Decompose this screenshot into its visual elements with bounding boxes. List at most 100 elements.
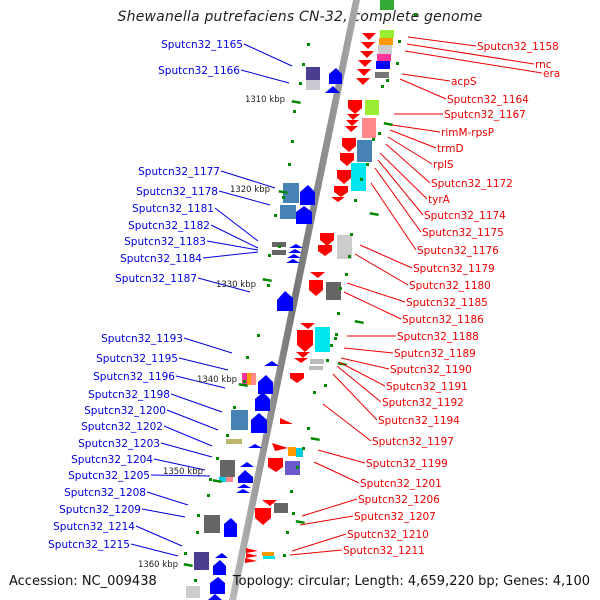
- gene-label-forward[interactable]: Sputcn32_1165: [161, 39, 243, 51]
- tick-dot: [282, 196, 285, 199]
- gene-label-reverse[interactable]: Sputcn32_1172: [431, 178, 513, 190]
- leader-line: [389, 129, 437, 149]
- gene-label-reverse[interactable]: Sputcn32_1211: [343, 545, 425, 557]
- gene-label-forward[interactable]: Sputcn32_1184: [120, 253, 202, 265]
- gene-label-reverse[interactable]: Sputcn32_1192: [382, 397, 464, 409]
- tick-dot: [216, 457, 219, 460]
- leader-line: [146, 491, 189, 506]
- tick-dash: [354, 320, 364, 325]
- reverse-gene-arrow: [246, 553, 258, 558]
- cog-box: [242, 373, 247, 385]
- gene-label-reverse[interactable]: Sputcn32_1158: [477, 41, 559, 53]
- gene-label-forward[interactable]: Sputcn32_1198: [88, 389, 170, 401]
- reverse-gene-arrow: [348, 100, 362, 114]
- gene-label-forward[interactable]: Sputcn32_1196: [93, 371, 175, 383]
- leader-line: [243, 43, 293, 67]
- gene-label-reverse[interactable]: Sputcn32_1190: [390, 364, 472, 376]
- gene-label-reverse[interactable]: Sputcn32_1189: [394, 348, 476, 360]
- gene-label-reverse[interactable]: Sputcn32_1197: [372, 436, 454, 448]
- gene-label-forward[interactable]: Sputcn32_1200: [84, 405, 166, 417]
- gene-label-reverse[interactable]: Sputcn32_1186: [402, 314, 484, 326]
- leader-line: [150, 474, 211, 477]
- gene-label-reverse[interactable]: acpS: [451, 76, 477, 88]
- scale-tick-label: 1360 kbp: [138, 560, 178, 570]
- gene-label-reverse[interactable]: rimM-rpsP: [441, 127, 494, 139]
- gene-label-forward[interactable]: Sputcn32_1182: [128, 220, 210, 232]
- forward-gene-arrow: [277, 291, 293, 311]
- gene-label-forward[interactable]: Sputcn32_1204: [71, 454, 153, 466]
- leader-line: [214, 207, 259, 242]
- gene-label-reverse[interactable]: rplS: [433, 159, 454, 171]
- gene-label-reverse[interactable]: Sputcn32_1164: [447, 94, 529, 106]
- gene-label-reverse[interactable]: Sputcn32_1201: [360, 478, 442, 490]
- gene-label-reverse[interactable]: Sputcn32_1199: [366, 458, 448, 470]
- tick-dash: [383, 122, 393, 127]
- forward-gene-arrow: [215, 553, 228, 558]
- gene-label-reverse[interactable]: rnc: [535, 59, 552, 71]
- reverse-gene-arrow: [296, 352, 310, 358]
- cog-box: [337, 235, 352, 259]
- tick-dash: [369, 212, 379, 217]
- gene-label-reverse[interactable]: Sputcn32_1176: [417, 245, 499, 257]
- cog-box: [380, 30, 394, 38]
- gene-label-forward[interactable]: Sputcn32_1208: [64, 487, 146, 499]
- gene-label-reverse[interactable]: Sputcn32_1185: [406, 297, 488, 309]
- scale-tick-label: 1350 kbp: [163, 467, 203, 477]
- leader-line: [374, 167, 422, 233]
- cog-box: [296, 448, 303, 457]
- reverse-gene-arrow: [356, 78, 370, 85]
- gene-label-reverse[interactable]: Sputcn32_1167: [444, 109, 526, 121]
- gene-label-reverse[interactable]: era: [543, 68, 560, 80]
- gene-label-forward[interactable]: Sputcn32_1202: [81, 421, 163, 433]
- gene-label-reverse[interactable]: Sputcn32_1180: [409, 280, 491, 292]
- gene-label-forward[interactable]: Sputcn32_1203: [78, 438, 160, 450]
- gene-label-reverse[interactable]: Sputcn32_1206: [358, 494, 440, 506]
- gene-label-reverse[interactable]: Sputcn32_1207: [354, 511, 436, 523]
- tick-dot: [268, 254, 271, 257]
- reverse-gene-arrow: [309, 280, 323, 296]
- tick-dot: [274, 214, 277, 217]
- gene-label-forward[interactable]: Sputcn32_1205: [68, 470, 150, 482]
- gene-label-forward[interactable]: Sputcn32_1177: [138, 166, 220, 178]
- tick-dot: [299, 82, 302, 85]
- gene-label-forward[interactable]: Sputcn32_1195: [96, 353, 178, 365]
- gene-label-reverse[interactable]: Sputcn32_1175: [422, 227, 504, 239]
- gene-label-reverse[interactable]: Sputcn32_1174: [424, 210, 506, 222]
- gene-labels: 1310 kbp 1320 kbp 1330 kbp 1340 kbp 1350 kbp…: [48, 39, 560, 570]
- gene-label-reverse[interactable]: Sputcn32_1188: [397, 331, 479, 343]
- reverse-gene-arrow: [358, 60, 372, 67]
- gene-label-forward[interactable]: Sputcn32_1214: [53, 521, 135, 533]
- leader-line: [220, 170, 276, 189]
- scale-tick-label: 1320 kbp: [230, 185, 270, 195]
- gene-label-forward[interactable]: Sputcn32_1187: [115, 273, 197, 285]
- gene-label-reverse[interactable]: Sputcn32_1179: [413, 263, 495, 275]
- forward-gene-arrow: [329, 68, 342, 84]
- gene-label-forward[interactable]: Sputcn32_1193: [101, 333, 183, 345]
- gene-label-forward[interactable]: Sputcn32_1166: [158, 65, 240, 77]
- gene-label-forward[interactable]: Sputcn32_1215: [48, 539, 130, 551]
- gene-label-forward[interactable]: Sputcn32_1178: [136, 186, 218, 198]
- gene-label-reverse[interactable]: trmD: [437, 143, 464, 155]
- tick-dot: [288, 163, 291, 166]
- leader-line: [178, 357, 229, 371]
- forward-gene-arrow: [210, 577, 225, 594]
- leader-line: [301, 498, 358, 517]
- leader-line: [175, 375, 226, 389]
- gene-label-reverse[interactable]: Sputcn32_1210: [347, 529, 429, 541]
- gene-label-forward[interactable]: Sputcn32_1181: [132, 203, 214, 215]
- gene-label-reverse[interactable]: Sputcn32_1194: [378, 415, 460, 427]
- reverse-gene-arrow: [360, 51, 374, 58]
- gene-label-forward[interactable]: Sputcn32_1183: [124, 236, 206, 248]
- genome-backbone: [229, 0, 360, 600]
- forward-strand-genes: [186, 67, 342, 600]
- leader-line: [166, 409, 219, 431]
- forward-gene-arrow: [236, 489, 250, 493]
- tick-dot: [345, 273, 348, 276]
- reverse-gene-arrow: [300, 323, 315, 329]
- reverse-gene-arrow: [331, 197, 345, 202]
- tick-dot: [283, 554, 286, 557]
- gene-label-forward[interactable]: Sputcn32_1209: [59, 504, 141, 516]
- gene-label-reverse[interactable]: tyrA: [428, 194, 451, 206]
- gene-label-reverse[interactable]: Sputcn32_1191: [386, 381, 468, 393]
- tick-dot: [197, 514, 200, 517]
